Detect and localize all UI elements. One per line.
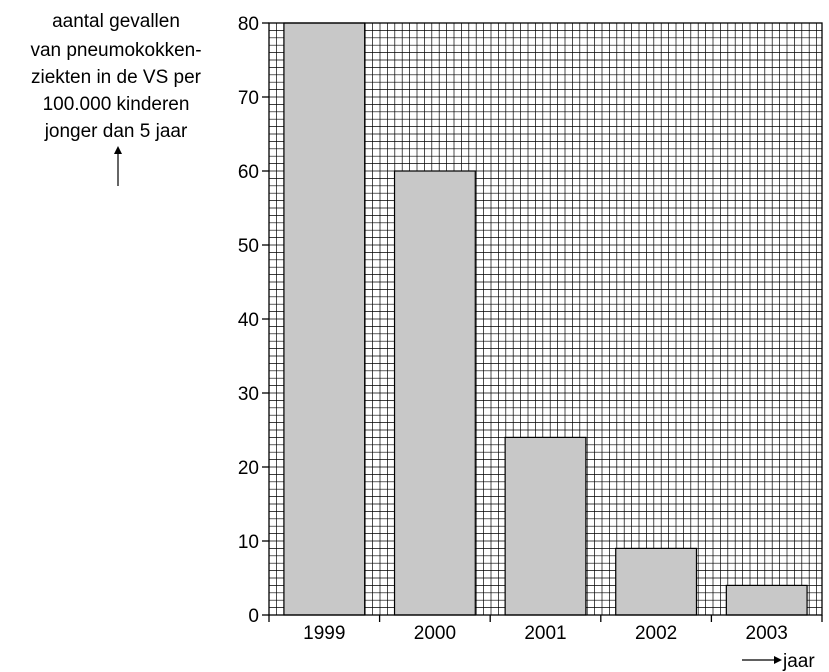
x-tick-label-1999: 1999 (303, 623, 345, 644)
y-tick-label-20: 20 (238, 458, 259, 479)
bar-2003 (725, 584, 808, 616)
y-tick-label-30: 30 (238, 384, 259, 405)
y-tick-label-80: 80 (238, 14, 259, 35)
y-axis-label-line-4: 100.000 kinderen (42, 94, 190, 115)
x-tick-label-2000: 2000 (414, 623, 456, 644)
y-tick-label-40: 40 (238, 310, 259, 331)
y-tick-label-50: 50 (238, 236, 259, 257)
bar-1999 (283, 22, 366, 616)
y-tick-label-0: 0 (248, 606, 259, 627)
x-tick-labels: 1999 2000 2001 2002 2003 (268, 615, 823, 644)
y-tick-label-70: 70 (238, 88, 259, 109)
x-tick-label-2002: 2002 (635, 623, 677, 644)
y-axis-label-line-3: ziekten in de VS per (30, 67, 202, 88)
y-axis-label-line-5: jonger dan 5 jaar (44, 121, 188, 142)
x-tick-label-2003: 2003 (746, 623, 788, 644)
bar-2000 (393, 170, 476, 616)
bar-2001 (504, 436, 587, 616)
bars (283, 22, 808, 616)
bar-2002 (615, 547, 698, 616)
x-axis-label: jaar (782, 651, 815, 672)
y-tick-label-60: 60 (238, 162, 259, 183)
x-tick-label-2001: 2001 (524, 623, 566, 644)
y-tick-labels: 0 10 20 30 40 50 60 70 80 (238, 14, 269, 627)
y-tick-label-10: 10 (238, 532, 259, 553)
y-axis-label-line-2: van pneumokokken- (30, 40, 202, 61)
y-axis-label-line-1: aantal gevallen (52, 11, 180, 32)
